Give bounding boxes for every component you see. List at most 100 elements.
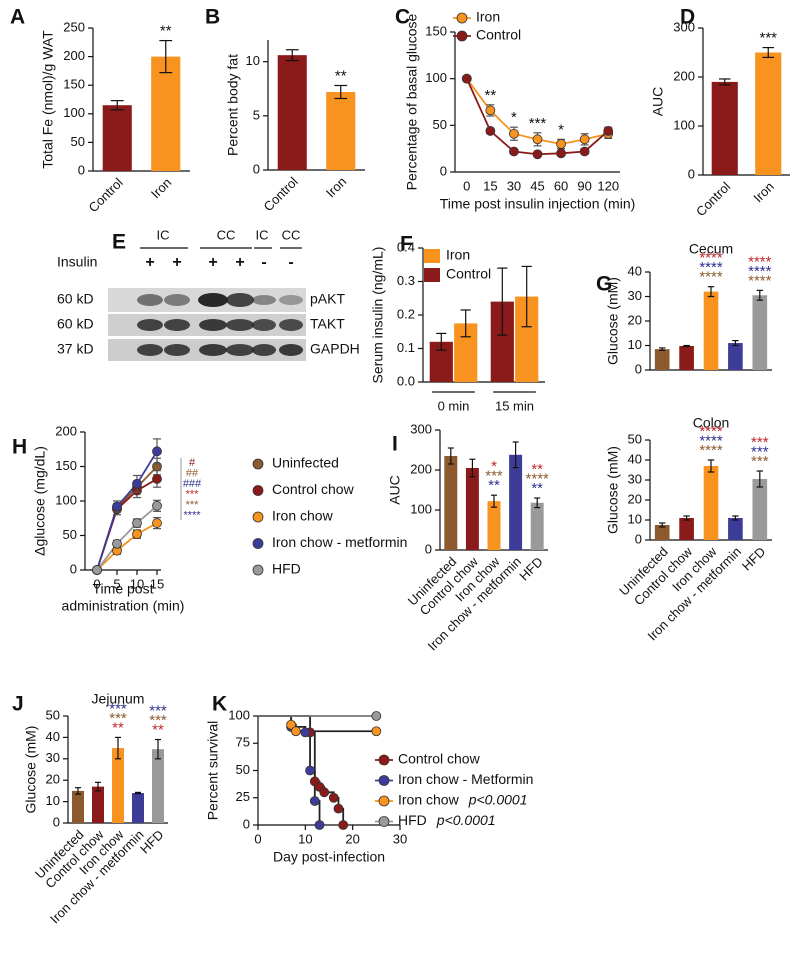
- significance: *: [511, 109, 517, 126]
- significance: ****: [699, 432, 723, 449]
- y-tick-label: 10: [246, 53, 260, 68]
- y-tick-label: 0: [425, 541, 432, 556]
- legend-swatch: [252, 458, 264, 470]
- y-tick-label: 10: [628, 337, 642, 352]
- significance: **: [531, 461, 543, 478]
- bar: [679, 345, 694, 370]
- y-tick-label: 0: [635, 531, 642, 546]
- lane-label: +: [208, 254, 217, 271]
- bar: [444, 456, 458, 550]
- significance: ***: [751, 434, 769, 451]
- bar: [92, 786, 104, 823]
- point: [314, 820, 325, 830]
- series-line: [96, 522, 158, 571]
- bar: [509, 454, 523, 550]
- significance: ##: [186, 467, 199, 479]
- y-tick-label: 150: [425, 23, 447, 38]
- bar: [728, 343, 743, 370]
- y-axis-label: Percentage of basal glucose: [404, 13, 420, 190]
- y-tick-label: 75: [236, 735, 250, 750]
- y-tick-label: 10: [628, 511, 642, 526]
- legend-swatch: [456, 12, 468, 24]
- bar: [132, 793, 144, 823]
- y-tick-label: 50: [46, 707, 60, 722]
- y-tick-label: 200: [55, 423, 77, 438]
- significance: ****: [699, 423, 723, 440]
- western-blot: IC CC IC CC Insulin + + + + - - 60 kD 60…: [57, 227, 360, 361]
- legend-swatch: [378, 816, 390, 827]
- blot-group: IC: [256, 227, 269, 242]
- y-tick-label: 0: [53, 814, 60, 829]
- point: [371, 711, 382, 721]
- y-tick-label: 20: [628, 312, 642, 327]
- y-tick-label: 30: [628, 471, 642, 486]
- y-tick-label: 50: [71, 134, 85, 149]
- y-tick-label: 0.3: [397, 273, 415, 288]
- point: [556, 148, 566, 159]
- blot-bands: [137, 293, 303, 356]
- y-tick-label: 100: [55, 492, 77, 507]
- y-axis-label: Percent body fat: [225, 54, 241, 156]
- band-size: 60 kD: [57, 291, 94, 307]
- y-tick-label: 300: [673, 19, 695, 34]
- series-line: [96, 465, 158, 571]
- legend-label: Iron chow - Metformin: [398, 771, 533, 787]
- y-tick-label: 20: [46, 772, 60, 787]
- significance: ****: [699, 269, 723, 286]
- band-size: 60 kD: [57, 316, 94, 332]
- y-tick-label: 30: [628, 288, 642, 303]
- y-tick-label: 150: [63, 77, 85, 92]
- y-tick-label: 100: [425, 70, 447, 85]
- bar: [530, 502, 544, 550]
- bar: [102, 105, 132, 171]
- significance: ***: [759, 30, 777, 47]
- x-tick-label: 20: [345, 831, 359, 846]
- y-axis-label: AUC: [650, 87, 666, 117]
- panel-label: K: [212, 693, 227, 716]
- y-tick-label: 50: [628, 431, 642, 446]
- x-tick-label: Iron: [750, 179, 776, 205]
- significance: #: [189, 457, 196, 469]
- bar: [490, 301, 514, 382]
- point: [509, 128, 519, 139]
- bar: [679, 518, 694, 540]
- point: [305, 765, 315, 776]
- point: [286, 719, 297, 730]
- bar: [703, 291, 719, 370]
- legend-swatch: [252, 564, 264, 576]
- y-tick-label: 0: [635, 361, 642, 376]
- significance: **: [160, 23, 172, 40]
- bar: [515, 296, 539, 382]
- point: [485, 126, 496, 136]
- point: [152, 446, 162, 457]
- y-tick-label: 0: [70, 561, 77, 576]
- significance: ****: [183, 509, 201, 521]
- legend-swatch: [252, 485, 264, 496]
- bar: [454, 323, 478, 382]
- point: [309, 796, 320, 806]
- x-tick-label: 30: [507, 178, 521, 193]
- x-tick-label: 15: [483, 178, 497, 193]
- legend-label: HFD: [272, 561, 301, 577]
- y-tick-label: 100: [673, 117, 695, 132]
- legend-swatch: [378, 754, 390, 766]
- legend-swatch: [378, 775, 390, 786]
- panel-title: Jejunum: [92, 691, 145, 707]
- legend-swatch: [424, 249, 440, 263]
- significance: ***: [149, 703, 167, 720]
- legend-swatch: [456, 30, 468, 42]
- panel-label: A: [10, 6, 25, 29]
- x-tick-label: 10: [130, 576, 144, 591]
- lane-label: +: [172, 254, 181, 271]
- point: [92, 565, 102, 575]
- y-tick-label: 0: [688, 166, 695, 181]
- point: [152, 500, 162, 511]
- x-tick-label: HFD: [516, 554, 545, 583]
- y-tick-label: 200: [410, 461, 432, 476]
- y-tick-label: 50: [63, 527, 77, 542]
- x-tick-label: 45: [530, 178, 544, 193]
- y-tick-label: 0.1: [397, 340, 415, 355]
- band-name: TAKT: [310, 316, 345, 332]
- y-tick-label: 50: [433, 117, 447, 132]
- point: [338, 820, 349, 830]
